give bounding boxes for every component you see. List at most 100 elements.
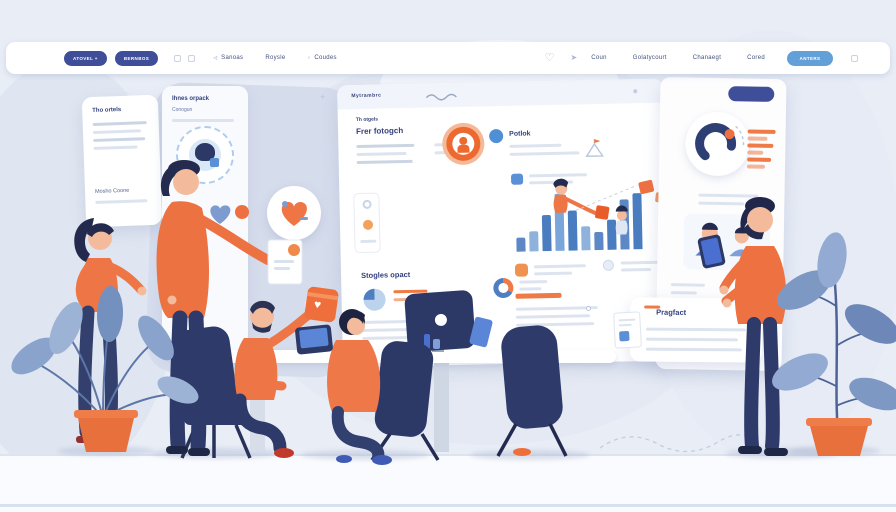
text-line bbox=[93, 145, 138, 150]
nav-button-primary[interactable]: ATOVEL + bbox=[64, 50, 107, 66]
panel-button[interactable] bbox=[728, 86, 775, 102]
bottle bbox=[433, 339, 440, 349]
gift-lid bbox=[307, 291, 339, 301]
heart-chart-icon bbox=[281, 201, 308, 226]
chart-figures bbox=[553, 178, 669, 235]
callout-label: Potlok bbox=[509, 130, 531, 138]
dashboard-kicker: Th otgels bbox=[355, 116, 379, 124]
text-line bbox=[620, 260, 661, 265]
text-line bbox=[519, 287, 542, 291]
text-line bbox=[92, 121, 147, 126]
person-donut-icon bbox=[695, 123, 745, 161]
layout-icon[interactable] bbox=[188, 54, 196, 62]
orange-bar bbox=[747, 143, 774, 148]
heart-icon[interactable]: ♡ bbox=[544, 51, 555, 64]
text-line bbox=[92, 129, 142, 134]
avatar-badge-icon bbox=[210, 158, 219, 167]
floor-line bbox=[0, 454, 896, 456]
floor bbox=[0, 456, 896, 512]
callout-dot-icon bbox=[489, 128, 504, 144]
nav-link-4[interactable]: Coun bbox=[591, 55, 607, 61]
plant-right bbox=[772, 232, 896, 456]
badge-outer-ring bbox=[441, 122, 485, 166]
gift-box: ♥ bbox=[303, 286, 340, 323]
nav-link-2[interactable]: Roysle bbox=[265, 55, 286, 61]
top-navbar: ATOVEL + BERNBOS ◃ Sanoas Roysle ◦ Coude… bbox=[6, 42, 890, 74]
document-icon bbox=[613, 311, 642, 349]
bottle bbox=[424, 334, 430, 349]
profile-panel-title: Ihnes orpack bbox=[172, 96, 210, 102]
cursor-icon[interactable]: ➤ bbox=[570, 53, 578, 62]
text-line bbox=[670, 283, 705, 287]
chart-bar bbox=[529, 231, 539, 252]
nav-link-7[interactable]: Cored bbox=[747, 55, 765, 61]
row-chip-icon bbox=[514, 263, 529, 277]
header-dot bbox=[633, 89, 638, 94]
laptop bbox=[294, 324, 334, 355]
list-row-icon bbox=[510, 173, 524, 185]
notes-card-title: Tho ortels bbox=[92, 106, 122, 115]
dashboard-header: Mytrambrc bbox=[337, 78, 664, 110]
plant-left bbox=[11, 286, 199, 452]
side-widget bbox=[353, 192, 381, 254]
decor-plus: + bbox=[320, 92, 326, 102]
triangle-left-icon: ◃ bbox=[213, 53, 218, 62]
nav-link-1[interactable]: Sanoas bbox=[221, 55, 244, 61]
donut-hole bbox=[498, 282, 509, 294]
chart-bar bbox=[516, 237, 526, 252]
stats-title: Stogles opact bbox=[360, 269, 411, 280]
orange-bar bbox=[747, 129, 776, 134]
text-line bbox=[670, 291, 697, 295]
flag-mountain-icon bbox=[585, 139, 604, 157]
circle-icon: ◦ bbox=[307, 53, 311, 62]
orange-bar bbox=[747, 150, 764, 155]
shadow bbox=[470, 450, 590, 460]
widget-sun-icon bbox=[362, 219, 374, 230]
text-line bbox=[360, 239, 377, 243]
hand-heart-icon bbox=[210, 205, 249, 224]
donut-icon bbox=[493, 277, 514, 299]
text-line bbox=[356, 143, 415, 149]
text-line bbox=[534, 271, 573, 276]
nav-button-secondary[interactable]: BERNBOS bbox=[114, 50, 159, 66]
text-line bbox=[618, 323, 632, 327]
text-line bbox=[356, 152, 407, 157]
grid-icon[interactable] bbox=[174, 54, 182, 62]
desk-leg bbox=[434, 362, 449, 452]
nav-link-6[interactable]: Chanaegt bbox=[692, 55, 722, 61]
dotted-trail bbox=[599, 434, 757, 453]
empty-chair bbox=[496, 325, 568, 457]
app-icon[interactable] bbox=[851, 54, 858, 62]
text-line bbox=[618, 318, 636, 322]
widget-dot bbox=[362, 199, 372, 209]
text-line bbox=[509, 143, 562, 148]
text-line bbox=[93, 137, 146, 142]
squiggle-icon bbox=[425, 93, 457, 101]
nav-link-5[interactable]: Golatycourt bbox=[632, 55, 667, 61]
shadow bbox=[300, 450, 430, 460]
badge-person-body bbox=[457, 144, 470, 153]
person-man-right bbox=[719, 197, 788, 456]
laptop-screen bbox=[298, 327, 329, 349]
text-line bbox=[172, 119, 234, 122]
row-person-icon bbox=[602, 259, 615, 271]
orange-bar-list bbox=[746, 126, 782, 172]
doc-thumb bbox=[619, 330, 630, 342]
orange-bar bbox=[747, 157, 772, 162]
heart-bubble bbox=[267, 186, 321, 240]
nav-link-3[interactable]: Coudes bbox=[314, 55, 337, 61]
text-line bbox=[509, 151, 580, 156]
notes-card-footer: Mosho Coone bbox=[94, 187, 130, 195]
dashboard-title: Frer fotogch bbox=[355, 126, 404, 137]
heart-icon: ♥ bbox=[313, 297, 323, 312]
orange-bar bbox=[747, 136, 768, 141]
person-seated-back bbox=[327, 309, 440, 465]
text-line bbox=[533, 264, 586, 269]
text-line bbox=[620, 267, 652, 272]
avatar-figure bbox=[195, 143, 215, 161]
avatar-ring bbox=[176, 126, 234, 184]
text-line bbox=[356, 159, 413, 165]
nav-cta-button[interactable]: ANTERS bbox=[787, 50, 833, 66]
dashboard-brand: Mytrambrc bbox=[351, 92, 382, 100]
text-line bbox=[519, 280, 548, 284]
